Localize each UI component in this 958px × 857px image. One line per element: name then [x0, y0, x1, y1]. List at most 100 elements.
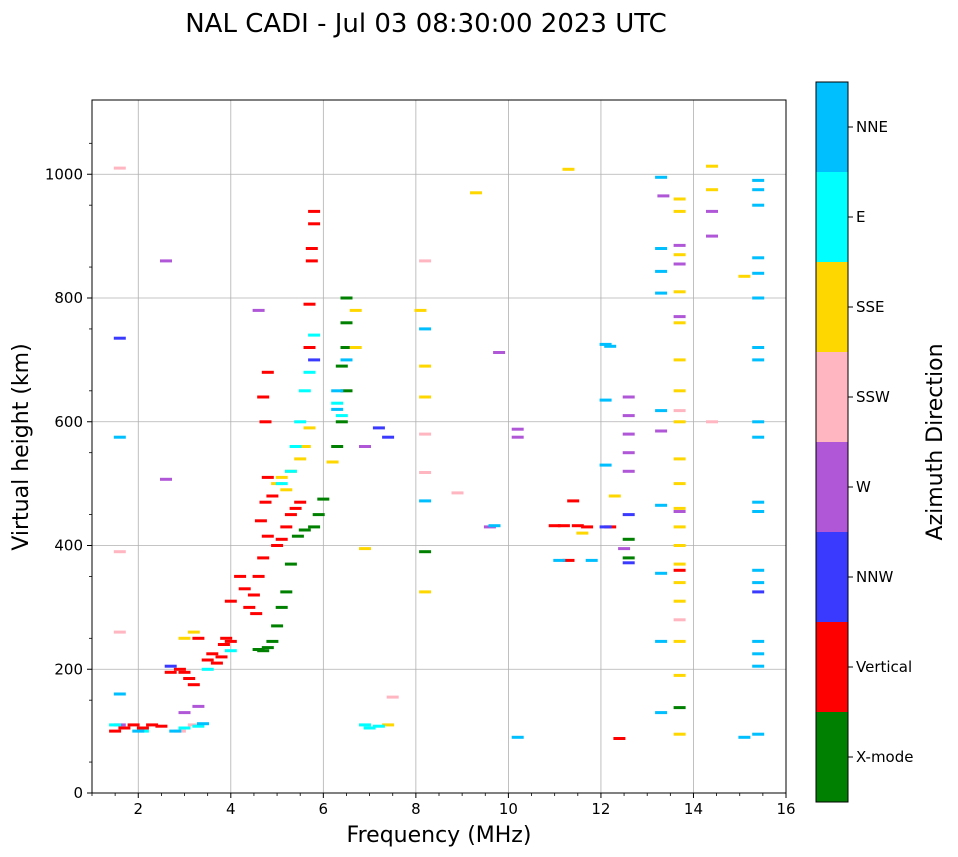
data-point: [752, 500, 765, 504]
x-tick-label: 16: [776, 800, 795, 818]
data-point: [622, 451, 635, 455]
data-point: [201, 667, 214, 671]
x-axis-label: Frequency (MHz): [347, 823, 532, 848]
data-point: [160, 477, 172, 481]
data-point: [201, 658, 214, 662]
data-point: [419, 364, 432, 368]
data-point: [673, 409, 686, 413]
data-point: [359, 723, 371, 727]
data-point: [372, 724, 385, 728]
data-point: [289, 445, 302, 448]
data-point: [234, 574, 247, 578]
data-point: [752, 590, 765, 594]
data-point: [655, 503, 668, 507]
data-point: [706, 188, 718, 192]
data-point: [271, 624, 284, 628]
colorbar-label: E: [856, 208, 865, 226]
data-point: [224, 639, 237, 643]
data-point: [673, 506, 686, 510]
data-point: [243, 605, 256, 609]
data-point: [752, 664, 765, 668]
colorbar-title: Azimuth Direction: [923, 343, 948, 540]
data-point: [622, 469, 635, 473]
colorbar-frame: [815, 81, 849, 803]
data-point: [275, 537, 288, 541]
data-point: [215, 655, 228, 659]
data-point: [294, 500, 307, 504]
data-point: [752, 346, 765, 349]
data-point: [613, 737, 626, 740]
colorbar-swatch: [816, 352, 848, 442]
data-point: [280, 590, 293, 594]
series-x-mode: [252, 296, 686, 710]
colorbar-label: SSE: [856, 298, 885, 316]
data-point: [252, 308, 265, 312]
data-point: [386, 695, 399, 699]
data-point: [305, 247, 318, 250]
data-point: [331, 401, 344, 405]
data-point: [257, 649, 270, 653]
data-point: [206, 652, 219, 656]
y-tick-label: 600: [54, 413, 83, 431]
data-point: [317, 497, 330, 501]
data-point: [284, 469, 297, 473]
data-point: [146, 723, 159, 727]
data-point: [261, 370, 274, 374]
data-point: [217, 643, 230, 646]
data-point: [752, 188, 765, 192]
data-point: [331, 389, 344, 393]
data-point: [655, 409, 668, 413]
data-point: [335, 414, 348, 418]
data-point: [259, 500, 272, 504]
series-e: [109, 333, 385, 733]
data-point: [622, 561, 635, 565]
data-point: [752, 581, 765, 585]
data-point: [303, 302, 316, 306]
data-point: [673, 420, 686, 424]
data-point: [113, 550, 126, 554]
data-point: [113, 166, 126, 170]
data-point: [752, 271, 765, 275]
data-point: [261, 646, 274, 650]
data-point: [599, 463, 612, 467]
data-point: [113, 336, 126, 340]
data-point: [673, 482, 686, 486]
data-point: [419, 471, 432, 474]
y-tick-label: 400: [54, 537, 83, 555]
y-tick-label: 1000: [45, 165, 83, 183]
data-point: [673, 389, 686, 393]
data-point: [419, 327, 432, 331]
data-point: [706, 420, 718, 424]
data-point: [618, 547, 631, 551]
data-point: [511, 435, 524, 439]
data-point: [706, 164, 718, 168]
colorbar: X-mode Vertical NNW W SSW SSE E NNE: [815, 81, 913, 803]
data-point: [673, 706, 686, 710]
data-point: [382, 435, 395, 439]
data-point: [673, 209, 686, 213]
data-point: [109, 723, 122, 727]
data-point: [622, 414, 635, 418]
data-point: [160, 259, 172, 263]
colorbar-swatch: [816, 172, 848, 262]
data-point: [567, 499, 580, 503]
y-tick-label: 800: [54, 289, 83, 307]
data-point: [673, 732, 686, 736]
data-point: [752, 510, 765, 513]
data-point: [673, 568, 686, 572]
data-point: [312, 513, 325, 517]
data-point: [657, 194, 670, 198]
y-tick-label: 200: [54, 660, 83, 678]
series-nne: [113, 175, 765, 739]
data-point: [673, 358, 686, 362]
data-point: [340, 358, 353, 362]
data-point: [673, 599, 686, 603]
data-point: [622, 513, 635, 517]
data-point: [673, 262, 686, 266]
data-point: [136, 726, 149, 730]
data-point: [252, 574, 265, 578]
data-point: [275, 482, 288, 486]
data-point: [673, 253, 686, 257]
data-point: [192, 636, 205, 640]
